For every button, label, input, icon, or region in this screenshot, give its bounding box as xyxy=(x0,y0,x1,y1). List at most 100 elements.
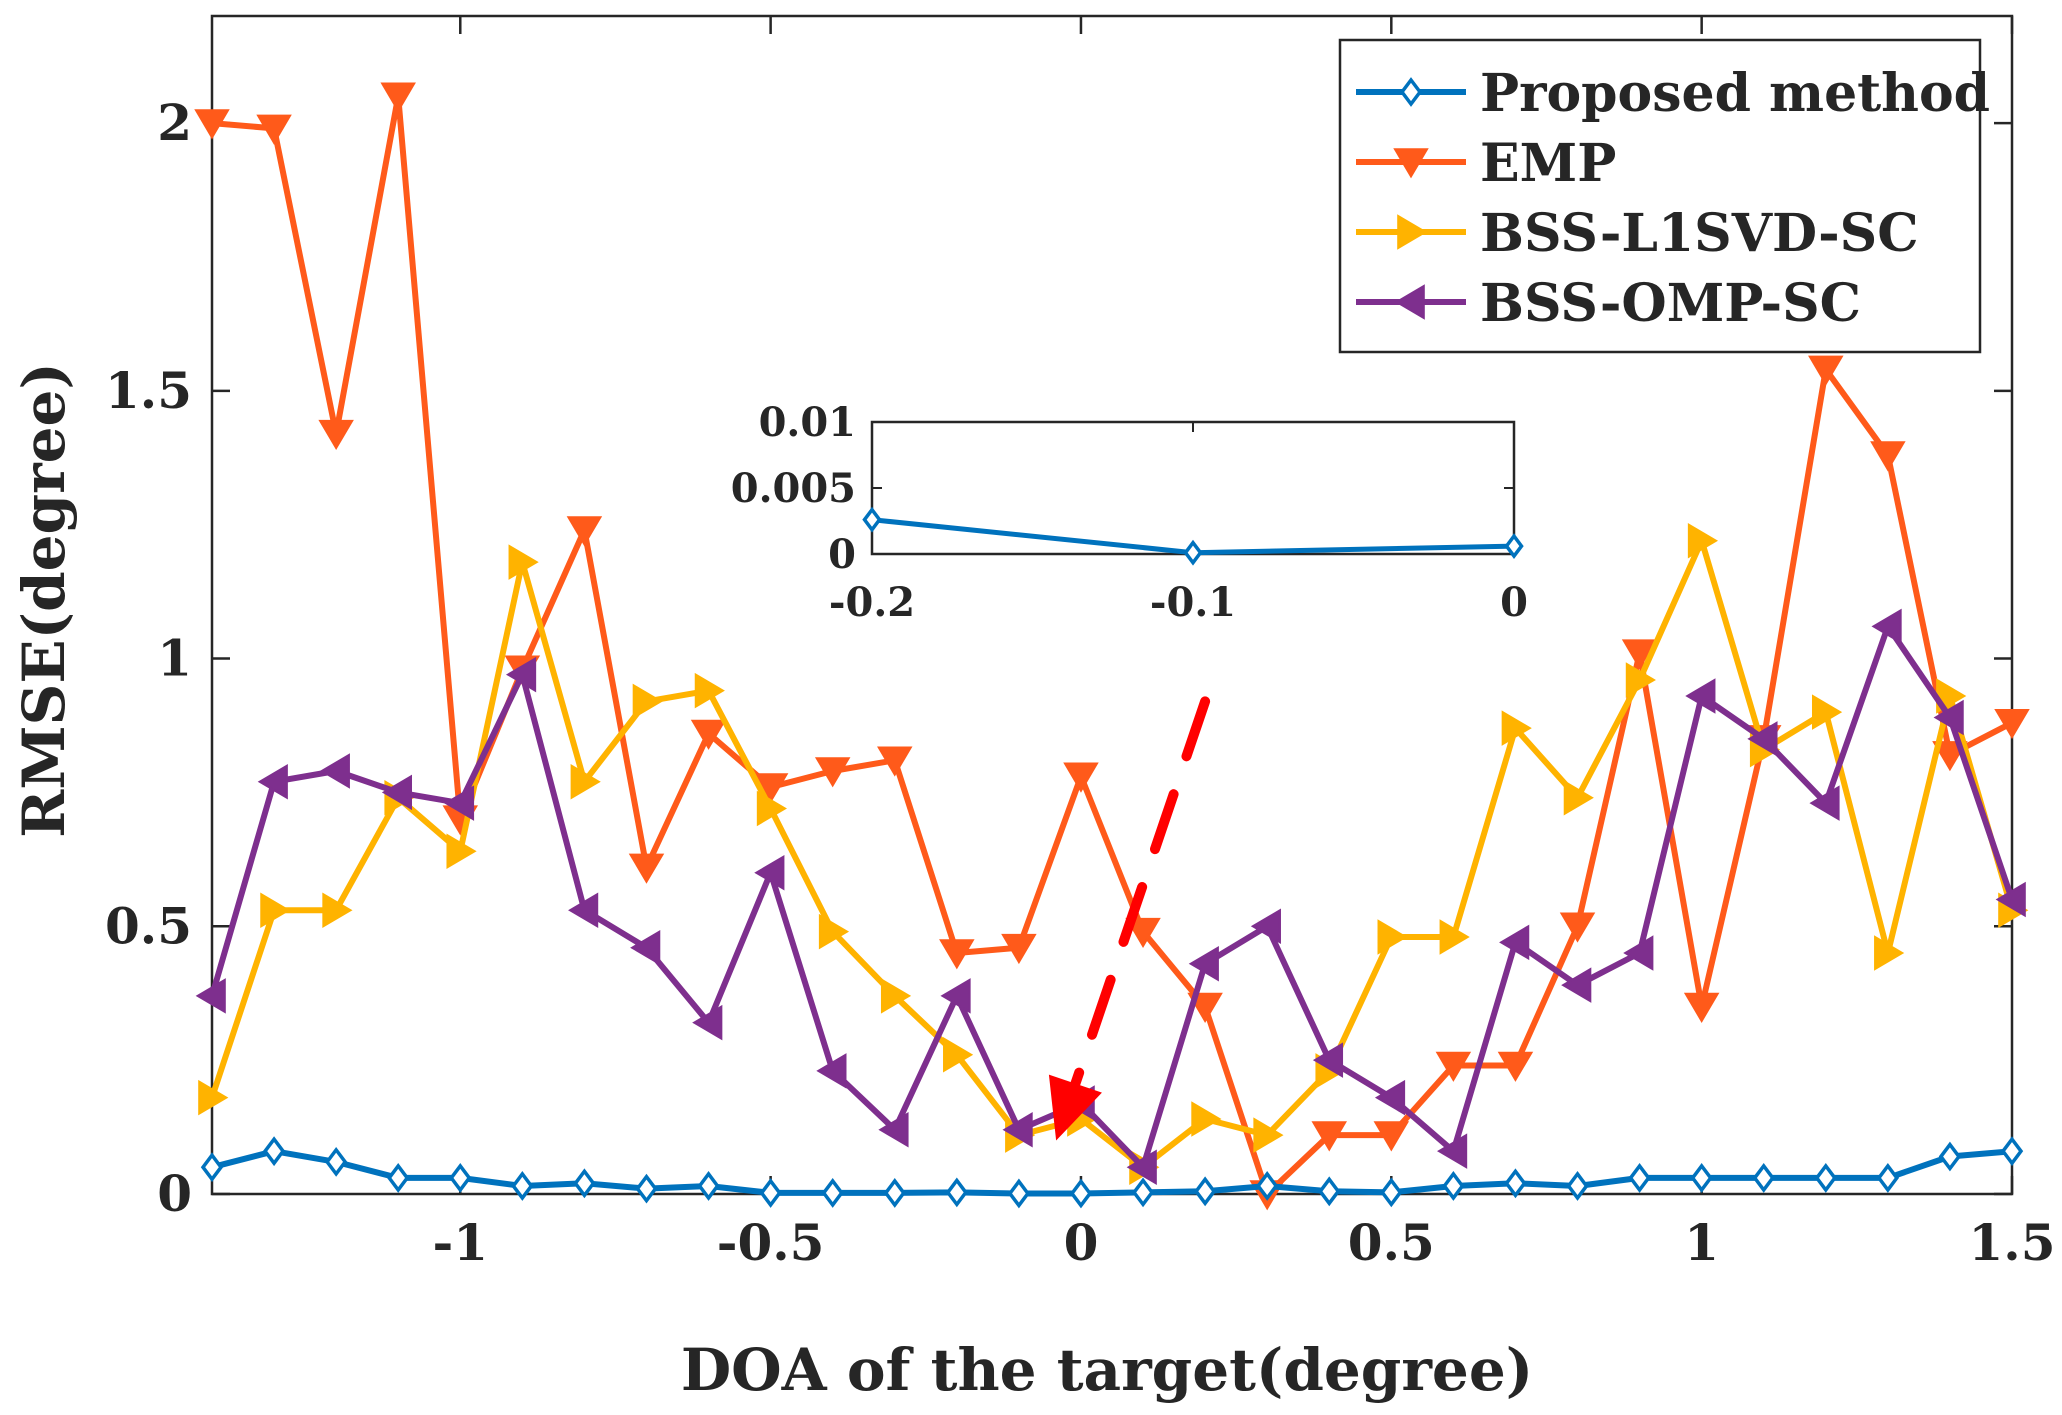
data-point xyxy=(943,1037,974,1073)
data-point xyxy=(1623,935,1654,971)
data-point xyxy=(1374,1079,1406,1116)
x-tick-label: -1 xyxy=(433,1213,489,1272)
legend-item: BSS-OMP-SC xyxy=(1356,273,1861,334)
inset-data-point xyxy=(862,506,882,533)
data-point xyxy=(1687,522,1719,559)
data-point xyxy=(818,913,850,950)
data-point xyxy=(198,1079,229,1116)
data-point xyxy=(1497,1051,1534,1082)
data-point xyxy=(1625,662,1656,698)
data-point xyxy=(630,929,661,966)
inset-data-point xyxy=(1183,539,1203,566)
data-point xyxy=(256,114,292,145)
series-line xyxy=(211,1148,2013,1197)
y-axis-label: RMSE(degree) xyxy=(10,362,78,838)
data-point xyxy=(814,757,851,788)
inset-frame xyxy=(870,420,1516,556)
series-line xyxy=(209,537,2015,1171)
data-point xyxy=(1373,1121,1410,1152)
x-tick-label: 1 xyxy=(1684,1213,1719,1272)
data-point xyxy=(883,1178,906,1208)
data-point xyxy=(1007,1178,1031,1209)
x-tick-label: 0.5 xyxy=(1348,1213,1435,1272)
data-point xyxy=(1312,1042,1344,1078)
inset-y-tick-label: 0 xyxy=(828,531,856,578)
data-point xyxy=(443,785,475,821)
annotation-arrow-head xyxy=(1048,1074,1102,1141)
data-point xyxy=(1069,1178,1093,1209)
data-point xyxy=(1435,1051,1472,1082)
data-point xyxy=(939,939,975,970)
data-point xyxy=(1938,1141,1962,1172)
data-point xyxy=(1191,1101,1222,1137)
data-point xyxy=(2000,1136,2024,1167)
series-line xyxy=(209,623,2015,1171)
data-point xyxy=(1808,355,1844,386)
data-point xyxy=(568,892,599,928)
data-point xyxy=(1690,1163,1713,1193)
data-point xyxy=(816,1053,847,1089)
data-point xyxy=(1187,992,1223,1023)
data-point xyxy=(1377,919,1408,955)
data-point xyxy=(570,763,601,800)
data-point xyxy=(1874,935,1905,971)
data-point xyxy=(694,672,725,709)
legend-label: BSS-OMP-SC xyxy=(1480,273,1861,334)
data-point xyxy=(1439,919,1470,955)
x-axis-label: DOA of the target(degree) xyxy=(681,1336,1533,1404)
data-point xyxy=(1126,1149,1157,1185)
data-point xyxy=(1437,1133,1468,1169)
legend-item: BSS-L1SVD-SC xyxy=(1356,203,1919,264)
data-point xyxy=(1131,1177,1155,1208)
legend-item: Proposed method xyxy=(1356,63,1990,124)
inset-series-proposed-method xyxy=(862,506,1524,566)
data-point xyxy=(319,753,350,789)
data-point xyxy=(635,1173,658,1204)
data-point xyxy=(446,833,477,870)
data-point xyxy=(324,1146,348,1177)
data-point xyxy=(1811,694,1843,730)
data-point xyxy=(1566,1171,1589,1201)
data-point xyxy=(318,419,354,451)
data-point xyxy=(1380,1177,1403,1208)
data-point xyxy=(1002,1111,1033,1148)
data-point xyxy=(1814,1163,1837,1193)
data-point xyxy=(632,683,663,720)
data-point xyxy=(1255,1171,1279,1201)
data-point xyxy=(1561,967,1592,1003)
data-point xyxy=(200,1152,224,1183)
data-point xyxy=(1501,710,1532,746)
data-point xyxy=(1752,1163,1775,1193)
y-tick-label: 1 xyxy=(157,629,192,688)
data-point xyxy=(1809,785,1840,821)
inset-x-tick-label: 0 xyxy=(1500,579,1528,626)
data-point xyxy=(1063,762,1099,793)
data-point xyxy=(1442,1171,1465,1201)
legend-label: BSS-L1SVD-SC xyxy=(1480,203,1919,264)
y-tick-label: 0 xyxy=(157,1164,192,1223)
data-point xyxy=(759,1178,782,1208)
data-point xyxy=(1253,1117,1284,1153)
data-point xyxy=(690,719,727,750)
data-point xyxy=(1870,441,1906,472)
data-point xyxy=(1628,1163,1651,1193)
legend-swatch-marker xyxy=(1397,214,1428,250)
data-point xyxy=(1188,946,1219,982)
data-point xyxy=(945,1177,969,1208)
data-point xyxy=(1563,780,1594,816)
data-point xyxy=(381,774,413,811)
data-point xyxy=(880,978,912,1014)
data-point xyxy=(1683,992,1720,1023)
data-point xyxy=(1933,699,1964,736)
data-point xyxy=(380,82,416,113)
data-point xyxy=(1001,933,1037,965)
y-tick-label: 1.5 xyxy=(105,361,192,420)
y-tick-label: 2 xyxy=(157,93,192,152)
inset-y-tick-label: 0.005 xyxy=(731,465,856,512)
x-tick-label: 0 xyxy=(1064,1213,1099,1272)
data-point xyxy=(1559,912,1596,943)
series-proposed-method xyxy=(200,1136,2024,1209)
data-point xyxy=(1504,1168,1527,1199)
